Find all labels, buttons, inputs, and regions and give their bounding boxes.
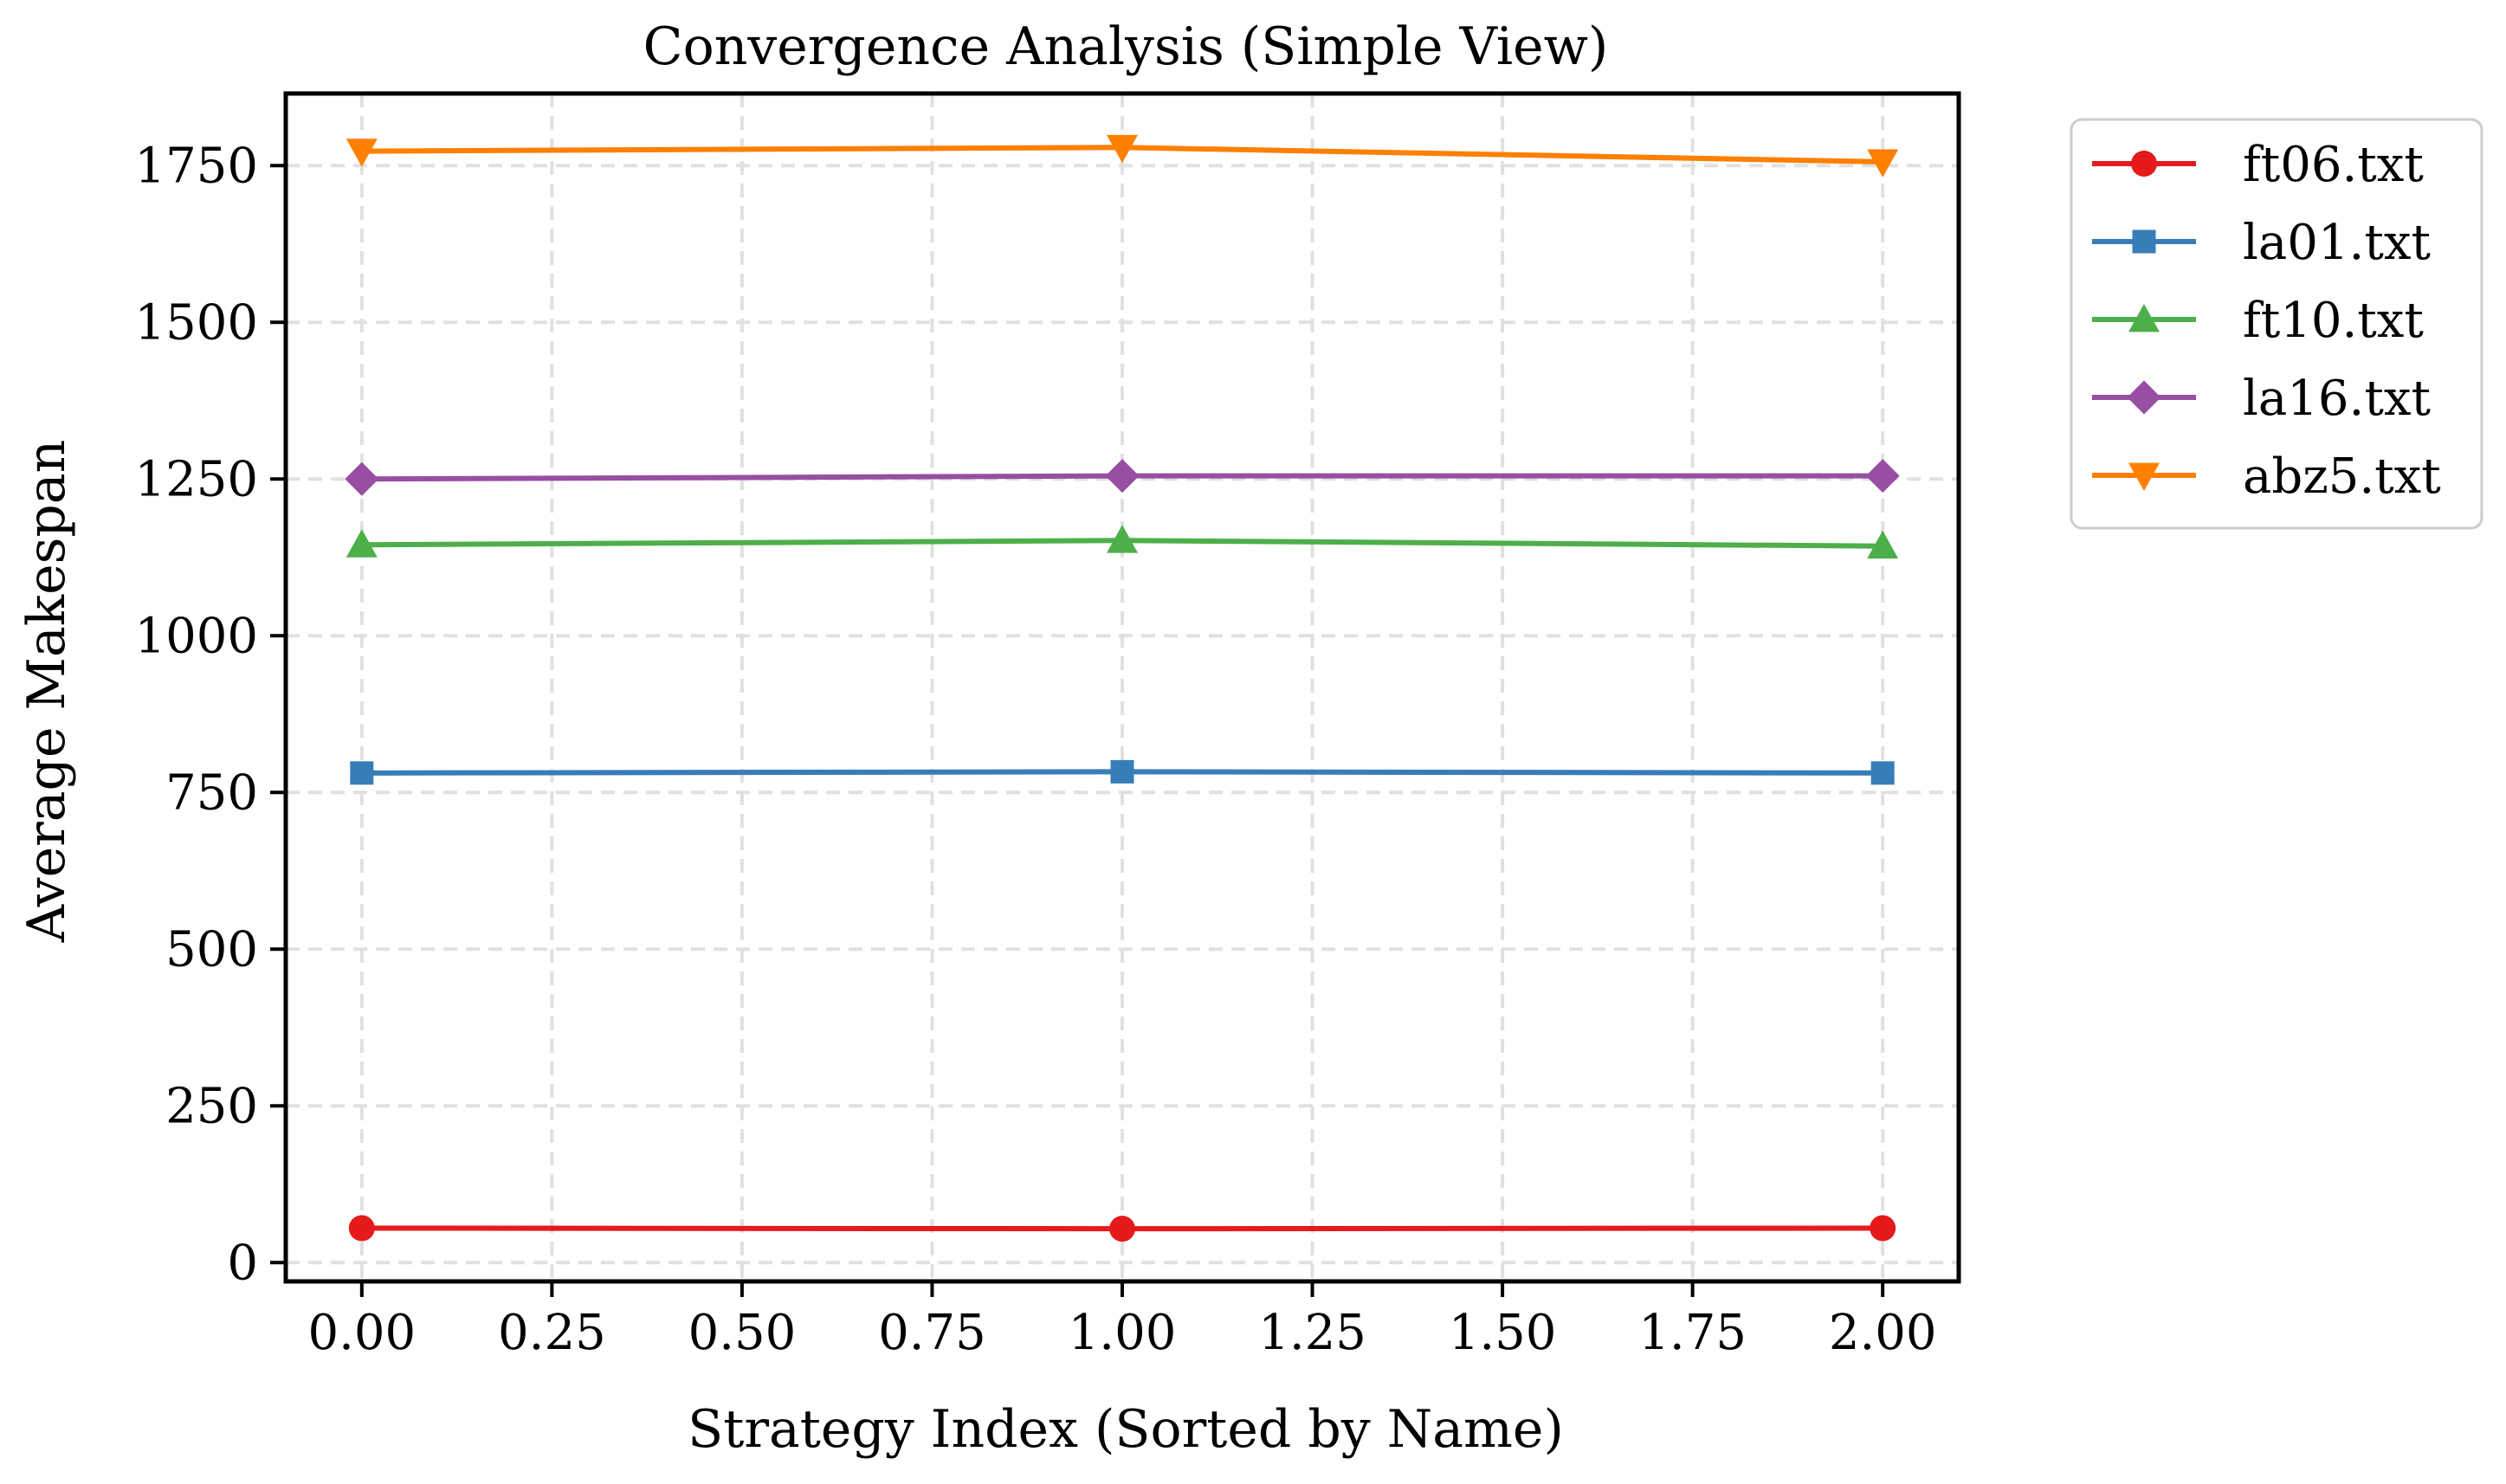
- series-layer: [345, 134, 1900, 1242]
- data-point: [346, 139, 378, 167]
- data-point: [1867, 149, 1899, 177]
- y-tick-label: 1500: [134, 294, 258, 351]
- series-la16-txt: [345, 459, 1900, 496]
- x-tick-label: 1.00: [1069, 1305, 1177, 1361]
- legend-item: ft06.txt: [2092, 137, 2424, 193]
- y-tick-label: 750: [165, 765, 258, 821]
- x-axis-label: Strategy Index (Sorted by Name): [688, 1399, 1564, 1460]
- data-point: [345, 461, 379, 496]
- data-point: [1109, 1216, 1135, 1242]
- y-axis-ticks: 0 250 500 750 1000 1250 1500 1750: [134, 138, 286, 1291]
- x-tick-label: 0.50: [688, 1305, 797, 1361]
- series-abz5-txt: [346, 134, 1899, 177]
- legend-item: la01.txt: [2092, 215, 2431, 271]
- data-point: [1107, 525, 1138, 553]
- series-ft10-txt: [346, 525, 1899, 559]
- y-tick-label: 0: [227, 1235, 258, 1291]
- legend-label: ft10.txt: [2243, 293, 2424, 349]
- data-point: [1865, 459, 1900, 494]
- legend-marker: [2131, 151, 2157, 177]
- y-tick-label: 1750: [134, 138, 258, 194]
- series-la01-txt: [350, 759, 1895, 785]
- data-point: [1107, 134, 1138, 164]
- legend-label: la01.txt: [2243, 215, 2431, 271]
- legend-box: [2070, 118, 2483, 530]
- x-tick-label: 1.75: [1638, 1305, 1747, 1361]
- data-point: [350, 761, 374, 785]
- legend-marker: [2128, 462, 2160, 491]
- data-point: [1110, 759, 1134, 784]
- y-tick-label: 1000: [134, 608, 258, 664]
- y-tick-label: 250: [165, 1078, 258, 1134]
- data-point: [1870, 761, 1895, 785]
- legend-item: la16.txt: [2092, 371, 2431, 427]
- x-tick-label: 0.00: [307, 1305, 416, 1361]
- y-axis-label: Average Makespan: [16, 440, 77, 943]
- legend-label: la16.txt: [2243, 371, 2431, 427]
- legend-marker: [2127, 380, 2161, 415]
- data-point: [346, 529, 378, 558]
- legend-label: abz5.txt: [2243, 448, 2441, 505]
- x-axis-ticks: 0.00 0.25 0.50 0.75 1.00 1.25 1.50 1.75 2.00: [307, 1281, 1937, 1361]
- x-tick-label: 0.75: [878, 1305, 986, 1361]
- data-point: [1870, 1215, 1896, 1242]
- legend: ft06.txt la01.txt ft10.txt la16.txt abz5.txt: [2070, 118, 2483, 530]
- series-ft06-txt: [348, 1215, 1896, 1242]
- y-tick-label: 1250: [134, 451, 258, 507]
- legend-item: abz5.txt: [2092, 448, 2441, 505]
- x-tick-label: 0.25: [498, 1305, 606, 1361]
- x-tick-label: 1.50: [1449, 1305, 1557, 1361]
- chart-title: Convergence Analysis (Simple View): [643, 16, 1609, 77]
- x-tick-label: 2.00: [1829, 1305, 1937, 1361]
- data-point: [1867, 530, 1899, 559]
- y-tick-label: 500: [165, 921, 258, 978]
- legend-marker: [2132, 229, 2156, 254]
- data-point: [348, 1215, 375, 1242]
- legend-marker: [2128, 304, 2160, 332]
- legend-item: ft10.txt: [2092, 293, 2424, 349]
- x-tick-label: 1.25: [1258, 1305, 1366, 1361]
- data-point: [1105, 459, 1140, 494]
- legend-label: ft06.txt: [2243, 137, 2424, 193]
